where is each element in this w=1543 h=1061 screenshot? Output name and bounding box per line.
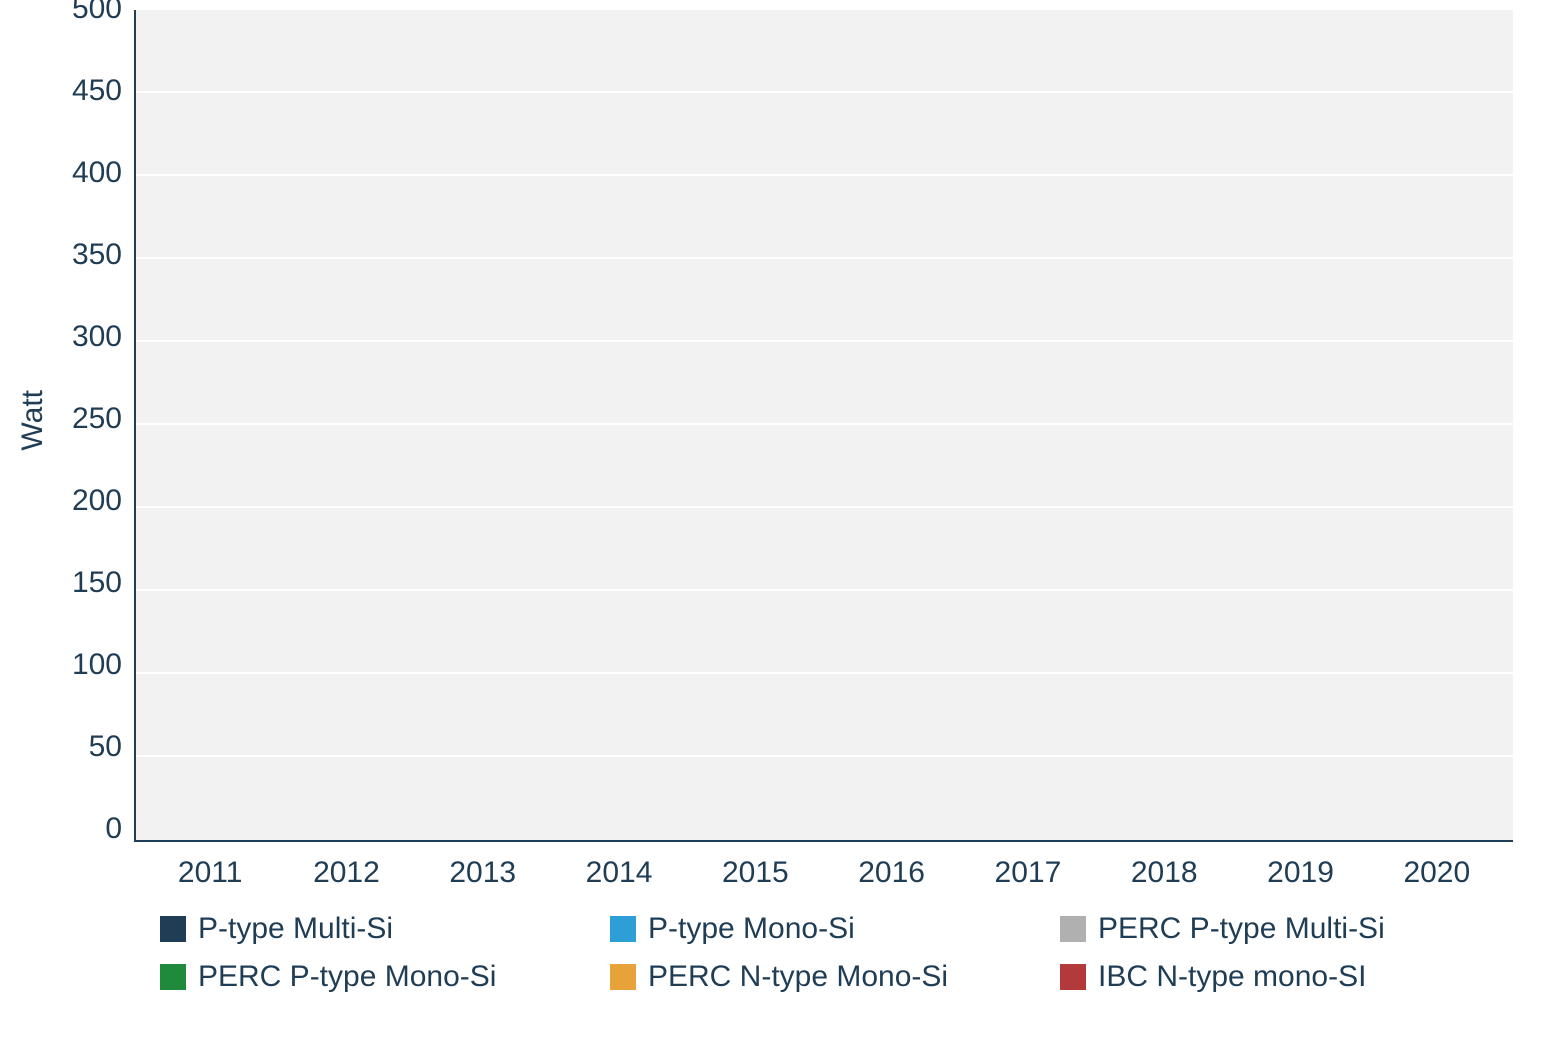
legend-item: P-type Mono-Si: [610, 912, 1050, 946]
plot-area: [134, 10, 1513, 842]
legend-item: P-type Multi-Si: [160, 912, 600, 946]
legend-label: PERC P-type Multi-Si: [1098, 912, 1385, 946]
x-axis-label: 2019: [1232, 856, 1368, 890]
x-axis-label: 2016: [823, 856, 959, 890]
x-axis-label: 2013: [415, 856, 551, 890]
legend-item: PERC P-type Multi-Si: [1060, 912, 1500, 946]
legend-swatch: [610, 916, 636, 942]
x-axis-label: 2011: [142, 856, 278, 890]
x-axis-label: 2020: [1369, 856, 1505, 890]
legend-label: PERC N-type Mono-Si: [648, 960, 948, 994]
chart-body: Watt 500450400350300250200150100500 2011…: [10, 10, 1513, 890]
legend-item: IBC N-type mono-SI: [1060, 960, 1500, 994]
x-axis-label: 2017: [960, 856, 1096, 890]
legend-label: P-type Multi-Si: [198, 912, 393, 946]
x-axis-label: 2018: [1096, 856, 1232, 890]
bar-clusters: [136, 10, 1513, 840]
legend-swatch: [610, 964, 636, 990]
x-axis: 2011201220132014201520162017201820192020: [134, 842, 1513, 890]
x-axis-label: 2014: [551, 856, 687, 890]
legend-swatch: [160, 964, 186, 990]
legend-swatch: [1060, 964, 1086, 990]
legend-swatch: [160, 916, 186, 942]
legend-swatch: [1060, 916, 1086, 942]
chart-container: Watt 500450400350300250200150100500 2011…: [0, 0, 1543, 1061]
x-axis-label: 2012: [278, 856, 414, 890]
y-axis: 500450400350300250200150100500: [56, 10, 134, 830]
legend-label: PERC P-type Mono-Si: [198, 960, 496, 994]
legend: P-type Multi-Si P-type Mono-Si PERC P-type…: [10, 890, 1513, 994]
legend-label: P-type Mono-Si: [648, 912, 855, 946]
plot-column: 2011201220132014201520162017201820192020: [134, 10, 1513, 890]
x-axis-label: 2015: [687, 856, 823, 890]
y-axis-title: Watt: [10, 390, 56, 451]
legend-label: IBC N-type mono-SI: [1098, 960, 1366, 994]
legend-item: PERC P-type Mono-Si: [160, 960, 600, 994]
legend-item: PERC N-type Mono-Si: [610, 960, 1050, 994]
